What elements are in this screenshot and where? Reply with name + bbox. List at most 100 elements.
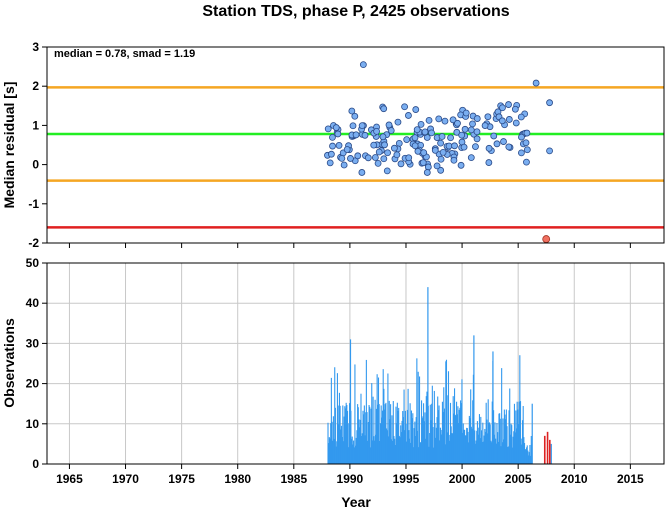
observation-bar	[364, 435, 366, 464]
observation-bar	[346, 405, 348, 464]
x-tick-label: 1965	[56, 472, 83, 486]
observation-bar	[385, 402, 387, 464]
residual-point	[450, 156, 458, 164]
observation-bar	[377, 377, 380, 464]
observation-bar	[505, 419, 507, 464]
observation-bar	[371, 383, 373, 464]
observation-bar	[462, 423, 464, 464]
residual-point	[338, 154, 346, 162]
observation-bar	[458, 422, 460, 464]
y-tick-label: -2	[28, 236, 39, 250]
observation-bar	[332, 416, 334, 464]
residual-point	[435, 115, 443, 123]
observation-bar	[368, 405, 370, 464]
observation-bar	[524, 449, 526, 464]
observation-bar	[330, 377, 332, 464]
observation-bar	[453, 388, 456, 464]
observation-bar	[342, 441, 345, 464]
observation-bar	[488, 422, 491, 464]
residual-point	[458, 131, 466, 139]
observation-bar	[376, 374, 378, 464]
observation-bar	[530, 435, 532, 464]
median-smad-annotation: median = 0.78, smad = 1.19	[54, 48, 195, 60]
residual-point	[326, 159, 334, 167]
observation-bar	[353, 440, 355, 464]
observation-bar	[519, 355, 521, 464]
observation-bar	[394, 445, 396, 464]
observation-bar	[448, 440, 450, 464]
observation-bar	[434, 422, 436, 464]
observation-bar	[439, 440, 441, 464]
observation-bar	[359, 419, 361, 464]
residual-point	[517, 113, 525, 121]
observation-bar	[400, 425, 402, 464]
observation-bar	[445, 359, 448, 464]
residual-point	[498, 117, 506, 125]
residual-point	[358, 122, 366, 130]
observation-bar	[550, 443, 552, 464]
observation-bar	[337, 424, 339, 464]
observation-bar	[369, 406, 371, 464]
observations-frame	[46, 262, 665, 465]
residual-point	[395, 139, 403, 147]
residual-point	[467, 154, 475, 162]
residual-point	[522, 139, 530, 147]
residual-panel: -2 -1 0 1 2 3 median = 0.78, smad = 1.19 Medi…	[1, 40, 665, 250]
observation-bar	[499, 418, 501, 464]
observation-bar	[522, 405, 524, 464]
observation-bar	[378, 404, 380, 464]
observation-bar	[419, 442, 421, 464]
residual-points	[324, 61, 553, 176]
observation-bar	[341, 437, 343, 464]
observation-bar	[479, 438, 481, 464]
residual-point	[390, 144, 398, 152]
observation-bar	[401, 420, 403, 464]
observation-bar	[331, 421, 333, 464]
observation-bar	[455, 415, 457, 464]
observation-bar	[529, 445, 531, 464]
observation-bar	[441, 401, 443, 464]
residual-y-ticks: -2 -1 0 1 2 3	[28, 40, 47, 250]
observation-bar	[437, 396, 439, 464]
observation-bar	[367, 440, 369, 464]
observation-bar	[423, 403, 425, 464]
observation-bar	[491, 401, 493, 464]
observation-bar	[366, 412, 368, 464]
observation-bar	[474, 443, 476, 464]
residual-point	[500, 138, 507, 145]
residual-point	[438, 133, 446, 140]
residual-point	[472, 143, 479, 150]
observation-bar	[400, 432, 402, 464]
observation-bar	[513, 403, 516, 464]
residual-point	[411, 134, 419, 142]
observation-bar	[511, 425, 513, 464]
residual-point	[546, 99, 553, 107]
residual-point	[473, 128, 481, 136]
residual-point	[370, 141, 378, 149]
observation-bar	[351, 436, 353, 464]
observation-bar	[369, 447, 371, 464]
residual-point	[441, 117, 449, 125]
observation-bar	[407, 388, 409, 464]
observation-bar	[503, 439, 505, 464]
observation-bar	[418, 376, 421, 464]
observation-bar	[454, 414, 456, 464]
observation-bar	[517, 409, 519, 464]
observation-bar	[408, 430, 410, 464]
observation-bar	[432, 427, 434, 464]
residual-point	[490, 132, 498, 140]
observation-bar	[406, 441, 408, 464]
residual-point	[343, 146, 351, 153]
observation-bar	[428, 446, 430, 464]
observation-bar	[386, 428, 388, 464]
observation-bar	[374, 399, 376, 464]
observation-bar	[415, 417, 417, 464]
residual-point	[324, 125, 332, 133]
observation-bar	[414, 435, 417, 464]
residual-point	[387, 127, 395, 134]
observation-bar	[472, 400, 474, 464]
observation-bar	[421, 400, 423, 464]
residual-point	[364, 154, 372, 162]
y-tick-label: 3	[32, 40, 39, 54]
